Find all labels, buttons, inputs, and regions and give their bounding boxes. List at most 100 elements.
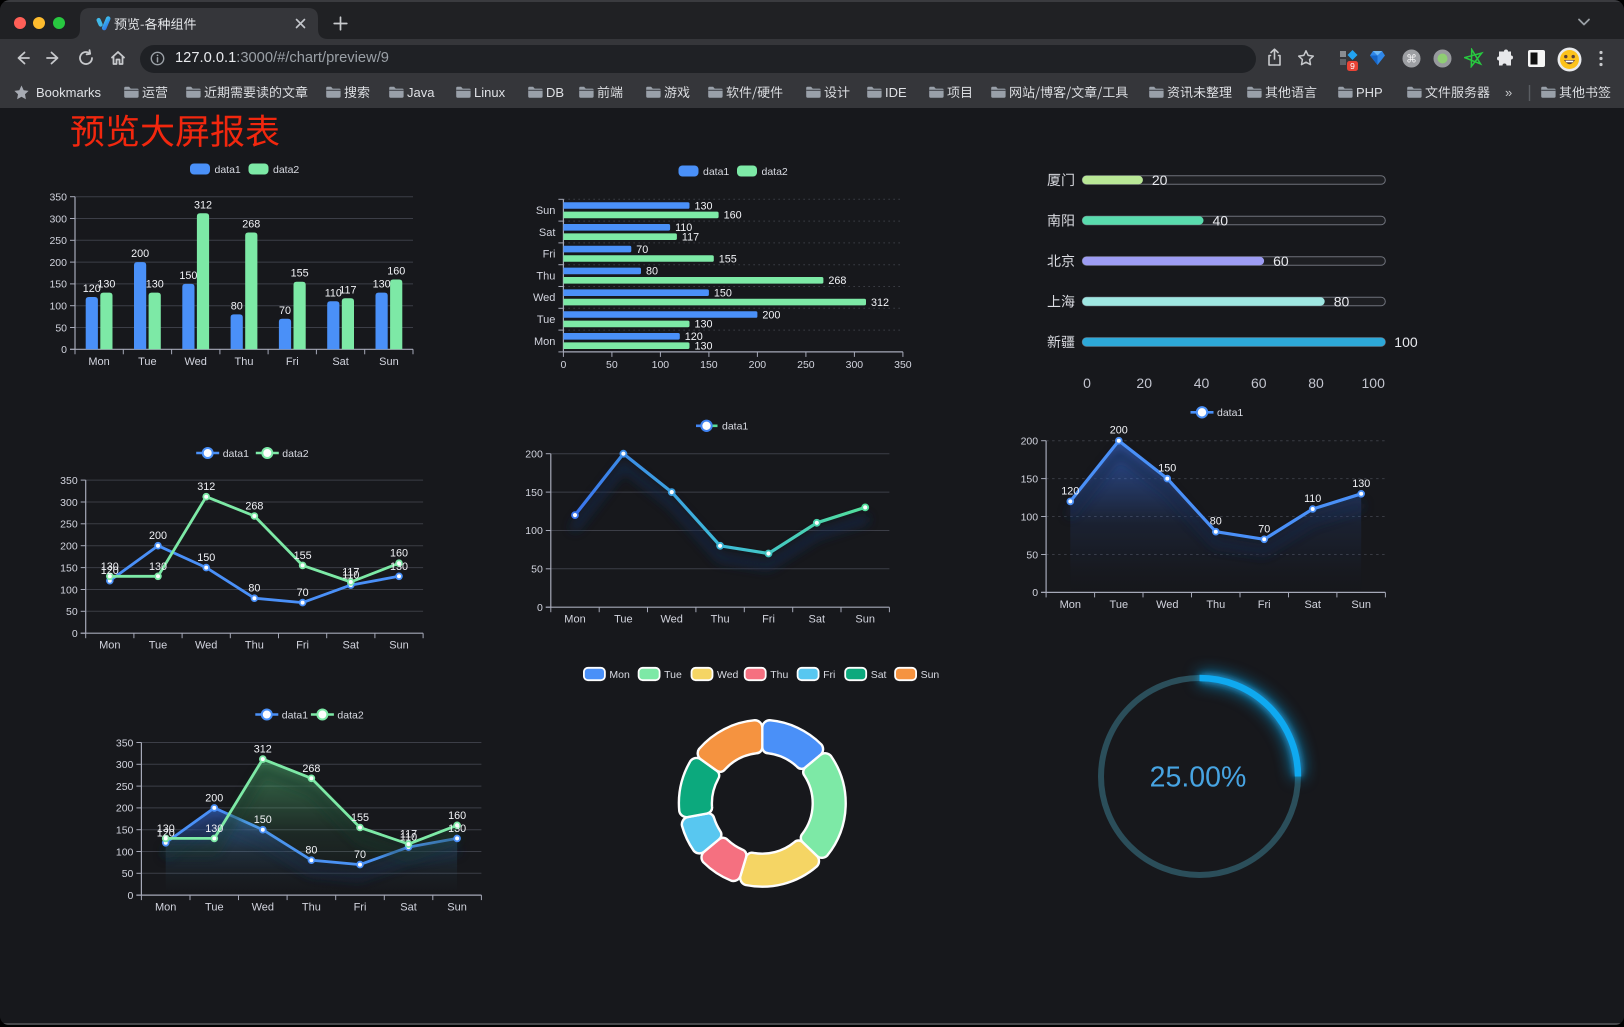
svg-text:0: 0 xyxy=(72,628,78,640)
svg-text:0: 0 xyxy=(560,359,566,371)
svg-text:Thu: Thu xyxy=(302,902,321,914)
svg-text:160: 160 xyxy=(387,266,405,278)
svg-text:268: 268 xyxy=(242,219,260,231)
svg-text:Sun: Sun xyxy=(379,356,399,368)
svg-text:Mon: Mon xyxy=(88,356,109,368)
svg-text:50: 50 xyxy=(1026,549,1038,561)
svg-text:312: 312 xyxy=(871,297,889,309)
svg-text:80: 80 xyxy=(1308,375,1324,391)
svg-text:130: 130 xyxy=(695,200,713,212)
svg-text:Sat: Sat xyxy=(1304,599,1321,611)
svg-text:data2: data2 xyxy=(337,709,363,721)
svg-text:9: 9 xyxy=(1350,61,1355,71)
svg-text:350: 350 xyxy=(49,192,67,204)
svg-text:Mon: Mon xyxy=(609,669,630,681)
svg-text:100: 100 xyxy=(116,846,134,858)
svg-text:130: 130 xyxy=(390,561,408,573)
svg-text:130: 130 xyxy=(373,279,391,291)
svg-text:110: 110 xyxy=(400,832,417,844)
svg-text:70: 70 xyxy=(1258,523,1270,535)
svg-text:110: 110 xyxy=(1304,493,1321,505)
svg-text:0: 0 xyxy=(1083,375,1091,391)
svg-text:200: 200 xyxy=(149,530,167,542)
svg-text:50: 50 xyxy=(122,868,134,880)
svg-text:Thu: Thu xyxy=(770,669,788,681)
svg-text:155: 155 xyxy=(291,268,309,280)
svg-text:130: 130 xyxy=(146,279,164,291)
svg-text:130: 130 xyxy=(695,319,713,331)
svg-text:250: 250 xyxy=(60,519,78,531)
svg-text:data1: data1 xyxy=(215,164,241,176)
svg-text:Sat: Sat xyxy=(871,669,887,681)
svg-text:200: 200 xyxy=(205,792,223,804)
svg-text:117: 117 xyxy=(400,829,417,841)
svg-text:Tue: Tue xyxy=(1110,599,1129,611)
svg-text:Tue: Tue xyxy=(205,902,224,914)
svg-text:150: 150 xyxy=(197,552,215,564)
svg-text:130: 130 xyxy=(97,279,115,291)
svg-text:Wed: Wed xyxy=(660,614,682,626)
svg-text:80: 80 xyxy=(1210,516,1222,528)
svg-text:160: 160 xyxy=(724,210,742,222)
svg-text:155: 155 xyxy=(719,253,737,265)
svg-text:150: 150 xyxy=(116,825,134,837)
svg-text:Sun: Sun xyxy=(536,205,556,217)
svg-text:0: 0 xyxy=(61,344,67,356)
svg-text:20: 20 xyxy=(1152,172,1168,188)
svg-text:350: 350 xyxy=(894,359,912,371)
svg-text:312: 312 xyxy=(194,199,212,211)
svg-text:80: 80 xyxy=(646,266,658,278)
svg-text:300: 300 xyxy=(846,359,864,371)
svg-text:Thu: Thu xyxy=(245,640,264,652)
svg-text:Sun: Sun xyxy=(921,669,940,681)
svg-text:20: 20 xyxy=(1136,375,1152,391)
svg-text:Sun: Sun xyxy=(1351,599,1371,611)
svg-text:100: 100 xyxy=(652,359,670,371)
svg-text:Thu: Thu xyxy=(235,356,254,368)
svg-text:Wed: Wed xyxy=(533,292,555,304)
svg-text:155: 155 xyxy=(294,550,312,562)
svg-text:Mon: Mon xyxy=(99,640,120,652)
svg-text:130: 130 xyxy=(695,341,713,353)
svg-text:70: 70 xyxy=(354,849,366,861)
svg-text:100: 100 xyxy=(1394,334,1418,350)
svg-text:117: 117 xyxy=(342,567,359,579)
svg-text:150: 150 xyxy=(1158,463,1176,475)
svg-text:Fri: Fri xyxy=(286,356,299,368)
svg-text:150: 150 xyxy=(179,270,197,282)
svg-text:150: 150 xyxy=(525,487,543,499)
svg-text:Sun: Sun xyxy=(855,614,875,626)
svg-text:25.00%: 25.00% xyxy=(1150,762,1247,794)
svg-text:Sat: Sat xyxy=(343,640,360,652)
svg-text:110: 110 xyxy=(325,287,342,299)
svg-text:0: 0 xyxy=(128,890,134,902)
svg-text:110: 110 xyxy=(675,222,692,234)
svg-text:120: 120 xyxy=(101,565,119,577)
svg-text:150: 150 xyxy=(700,359,718,371)
svg-text:Wed: Wed xyxy=(1156,599,1178,611)
svg-text:70: 70 xyxy=(636,244,648,256)
svg-text:Fri: Fri xyxy=(543,249,556,261)
svg-text:Sun: Sun xyxy=(447,902,467,914)
svg-text:data1: data1 xyxy=(722,421,748,433)
svg-text:40: 40 xyxy=(1194,375,1210,391)
svg-text:60: 60 xyxy=(1251,375,1267,391)
svg-text:268: 268 xyxy=(302,763,320,775)
svg-text:200: 200 xyxy=(60,541,78,553)
svg-text:160: 160 xyxy=(390,548,408,560)
svg-text:100: 100 xyxy=(60,584,78,596)
svg-text:130: 130 xyxy=(101,561,119,573)
svg-text:Tue: Tue xyxy=(664,669,682,681)
svg-text:120: 120 xyxy=(83,283,101,295)
svg-text:250: 250 xyxy=(49,235,67,247)
svg-text:155: 155 xyxy=(351,812,369,824)
svg-text:70: 70 xyxy=(279,305,291,317)
svg-text:117: 117 xyxy=(682,232,699,244)
svg-text:150: 150 xyxy=(49,279,67,291)
svg-text:0: 0 xyxy=(1032,587,1038,599)
svg-text:350: 350 xyxy=(60,475,78,487)
svg-text:Sat: Sat xyxy=(332,356,349,368)
svg-text:312: 312 xyxy=(197,481,215,493)
svg-text:80: 80 xyxy=(1334,293,1350,309)
svg-text:50: 50 xyxy=(66,606,78,618)
